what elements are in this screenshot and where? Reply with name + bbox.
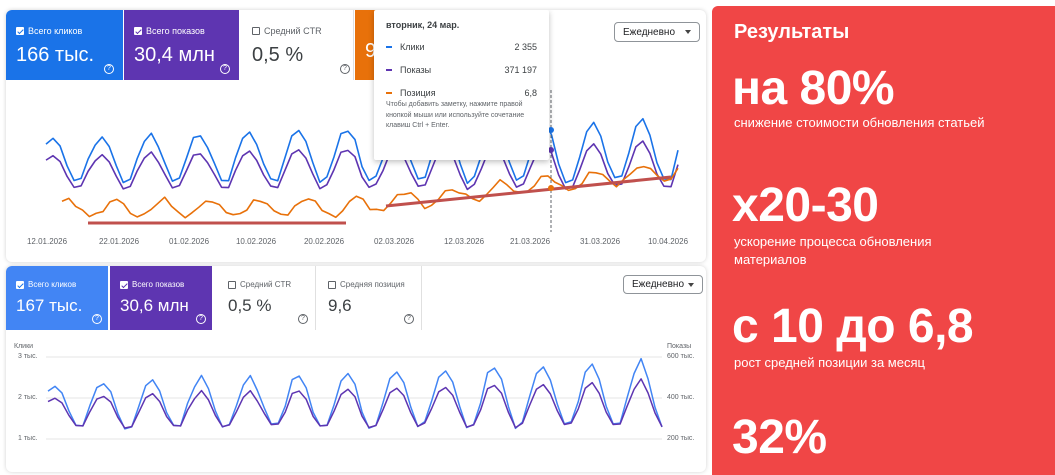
result-description: снижение стоимости обновления статьей xyxy=(734,115,985,130)
tooltip-note: Чтобы добавить заметку, нажмите правой к… xyxy=(386,101,525,129)
impressions-line xyxy=(47,378,663,429)
metric-value: 9,6 xyxy=(328,296,352,315)
metric-label: Всего кликов xyxy=(28,26,83,36)
right-axis-tick: 400 тыс. xyxy=(667,394,695,401)
result-description: ускорение процесса обновления материалов xyxy=(734,234,932,267)
metric-label: Всего показов xyxy=(146,26,205,36)
legend-swatch xyxy=(386,46,392,48)
checkbox-icon[interactable] xyxy=(120,280,128,289)
dropdown-value: Ежедневно xyxy=(623,26,676,38)
help-icon[interactable]: ? xyxy=(404,314,414,324)
metric-label: Средний CTR xyxy=(240,280,292,289)
tooltip-value: 371 197 xyxy=(504,65,537,75)
right-axis-tick: 600 тыс. xyxy=(667,353,695,360)
checkbox-icon[interactable] xyxy=(16,280,24,289)
metric-card-clicks[interactable]: Всего кликов 166 тыс. ? xyxy=(6,10,123,80)
result-headline: на 80% xyxy=(732,62,895,115)
metric-value: 0,5 % xyxy=(252,44,304,66)
hover-point xyxy=(548,147,554,153)
tooltip-name: Показы xyxy=(400,65,432,75)
metric-value: 0,5 % xyxy=(228,296,272,315)
help-icon[interactable]: ? xyxy=(340,64,350,74)
tooltip-value: 6,8 xyxy=(524,88,537,98)
clicks-line xyxy=(45,117,679,185)
result-headline: x20-30 xyxy=(732,179,879,232)
checkbox-icon[interactable] xyxy=(16,27,24,35)
top-chart xyxy=(45,90,679,232)
left-axis-tick: 2 тыс. xyxy=(18,394,38,401)
bottom-chart xyxy=(46,356,663,440)
metric-card-ctr[interactable]: Средний CTR 0,5 % ? xyxy=(242,10,354,80)
help-icon[interactable]: ? xyxy=(92,314,102,324)
results-title: Результаты xyxy=(734,21,850,43)
help-icon[interactable]: ? xyxy=(298,314,308,324)
metric-card-impressions[interactable]: Всего показов 30,4 млн ? xyxy=(124,10,239,80)
period-dropdown[interactable]: Ежедневно xyxy=(614,22,700,42)
metric-label: Всего показов xyxy=(132,280,185,289)
top-performance-panel: Всего кликов 166 тыс. ? Всего показов 30… xyxy=(6,10,706,262)
dropdown-value: Ежедневно xyxy=(632,279,685,290)
metric-card-ctr[interactable]: Средний CTR 0,5 % ? xyxy=(218,266,316,330)
checkbox-icon[interactable] xyxy=(328,280,336,289)
x-tick-label: 02.03.2026 xyxy=(373,237,415,246)
checkbox-icon[interactable] xyxy=(252,27,260,35)
x-tick-label: 10.02.2026 xyxy=(235,237,277,246)
tooltip-row-position: Позиция 6,8 xyxy=(386,88,537,98)
metric-card-impressions[interactable]: Всего показов 30,6 млн ? xyxy=(110,266,212,330)
tooltip-date: вторник, 24 мар. xyxy=(386,20,460,30)
result-headline: 32% xyxy=(732,411,827,464)
hover-point xyxy=(548,185,554,191)
metric-value: 166 тыс. xyxy=(16,44,95,66)
chevron-down-icon xyxy=(688,282,694,287)
left-axis-title: Клики xyxy=(14,343,34,350)
x-tick-label: 12.01.2026 xyxy=(26,237,68,246)
hover-point xyxy=(548,127,554,133)
results-panel: Результаты на 80% снижение стоимости обн… xyxy=(712,6,1055,475)
tooltip-name: Клики xyxy=(400,42,425,52)
metric-value: 30,4 млн xyxy=(134,44,215,66)
clicks-line xyxy=(47,357,663,430)
checkbox-icon[interactable] xyxy=(228,280,236,289)
chevron-down-icon xyxy=(685,30,691,34)
help-icon[interactable]: ? xyxy=(104,64,114,74)
x-tick-label: 20.02.2026 xyxy=(303,237,345,246)
chart-tooltip: вторник, 24 мар. Клики 2 355 Показы 371 19… xyxy=(374,10,549,160)
trend-line xyxy=(385,175,672,208)
help-icon[interactable]: ? xyxy=(220,64,230,74)
x-tick-label: 10.04.2026 xyxy=(647,237,689,246)
left-axis-tick: 3 тыс. xyxy=(18,353,38,360)
period-dropdown[interactable]: Ежедневно xyxy=(623,275,703,294)
metric-label: Всего кликов xyxy=(28,280,77,289)
right-axis-tick: 200 тыс. xyxy=(667,435,695,442)
x-tick-label: 31.03.2026 xyxy=(579,237,621,246)
help-icon[interactable]: ? xyxy=(196,314,206,324)
result-description: рост средней позиции за месяц xyxy=(734,355,925,370)
metric-label: Средняя позиция xyxy=(340,280,405,289)
tooltip-name: Позиция xyxy=(400,88,436,98)
left-axis-tick: 1 тыс. xyxy=(18,435,38,442)
x-tick-label: 21.03.2026 xyxy=(509,237,551,246)
tooltip-value: 2 355 xyxy=(514,42,537,52)
x-tick-label: 22.01.2026 xyxy=(98,237,140,246)
legend-swatch xyxy=(386,92,392,94)
metric-value: 30,6 млн xyxy=(120,296,189,315)
result-headline: с 10 до 6,8 xyxy=(732,300,974,353)
metric-label: Средний CTR xyxy=(264,26,322,36)
bottom-performance-panel: Всего кликов 167 тыс. ? Всего показов 30… xyxy=(6,266,706,472)
right-axis-title: Показы xyxy=(667,343,692,350)
x-tick-label: 01.02.2026 xyxy=(168,237,210,246)
metric-card-position[interactable]: Средняя позиция 9,6 ? xyxy=(318,266,422,330)
checkbox-icon[interactable] xyxy=(134,27,142,35)
x-tick-label: 12.03.2026 xyxy=(443,237,485,246)
metric-value: 167 тыс. xyxy=(16,296,83,315)
position-line xyxy=(61,165,679,219)
tooltip-row-clicks: Клики 2 355 xyxy=(386,42,537,52)
metric-card-clicks[interactable]: Всего кликов 167 тыс. ? xyxy=(6,266,108,330)
tooltip-row-impressions: Показы 371 197 xyxy=(386,65,537,75)
legend-swatch xyxy=(386,69,392,71)
